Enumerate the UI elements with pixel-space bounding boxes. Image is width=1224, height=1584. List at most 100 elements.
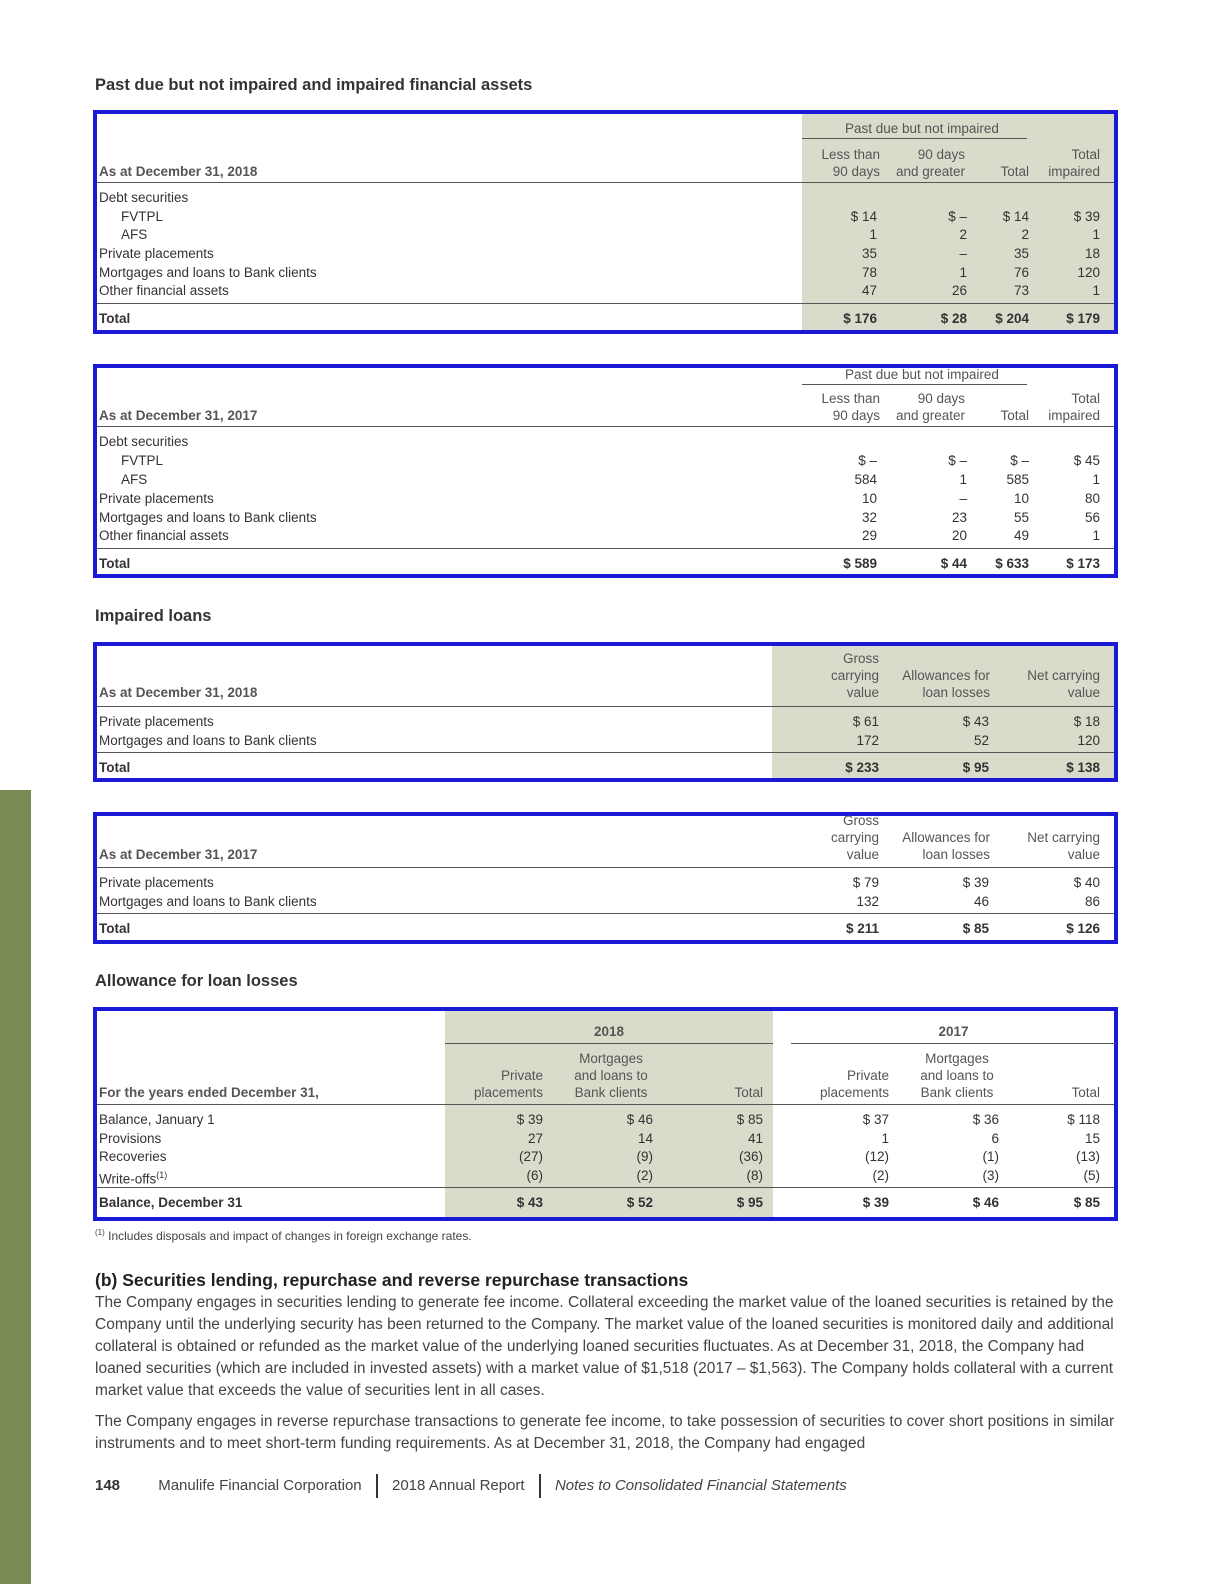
header-rule (97, 182, 1114, 183)
val: (27) (518, 1149, 543, 1164)
val: 132 (856, 894, 879, 909)
val: 172 (856, 733, 879, 748)
val: (2) (872, 1168, 890, 1183)
section-title-past-due: Past due but not impaired and impaired f… (95, 76, 533, 94)
val: – (959, 491, 967, 506)
val: 15 (1084, 1131, 1100, 1146)
securities-paragraph-2: The Company engages in reverse repurchas… (95, 1413, 1115, 1452)
val: 78 (861, 265, 877, 280)
current-year-shading (802, 114, 1114, 330)
year-2017-underline (791, 1043, 1116, 1044)
val: 41 (747, 1131, 763, 1146)
val-total: $ 46 (972, 1195, 999, 1210)
col-gross-l3: value (846, 685, 879, 700)
footer-divider (538, 1474, 541, 1498)
val: $ – (948, 209, 967, 224)
val-total: $ 44 (940, 556, 967, 571)
side-color-strip (0, 790, 31, 1584)
val: 2 (1021, 227, 1029, 242)
val: (6) (526, 1168, 544, 1183)
row-label-afs: AFS (121, 472, 148, 487)
col-total: Total (734, 1085, 763, 1100)
col-90plus-l2: and greater (895, 164, 965, 179)
val: 76 (1013, 265, 1029, 280)
securities-paragraph-1: The Company engages in securities lendin… (95, 1294, 1114, 1399)
group-header: Past due but not impaired (845, 367, 999, 382)
col-less90-l2: 90 days (832, 164, 880, 179)
row-label-private: Private placements (99, 714, 214, 729)
col-total: Total (1000, 164, 1029, 179)
col-90plus-l1: 90 days (917, 147, 965, 162)
val: (36) (738, 1149, 763, 1164)
val: 1 (1092, 283, 1100, 298)
row-label-balance-dec: Balance, December 31 (99, 1195, 243, 1210)
current-year-shading (445, 1011, 773, 1217)
val: $ 45 (1073, 453, 1100, 468)
row-label-other: Other financial assets (99, 528, 229, 543)
val-total: $ 39 (862, 1195, 889, 1210)
val-total: $ 52 (626, 1195, 653, 1210)
page-number: 148 (95, 1476, 121, 1494)
col-mortgages-l2: and loans to (920, 1068, 994, 1083)
footer-report: 2018 Annual Report (391, 1476, 525, 1494)
years-ended-label: For the years ended December 31, (99, 1085, 319, 1100)
col-mortgages-l1: Mortgages (925, 1051, 989, 1066)
col-90plus-l2: and greater (895, 408, 965, 423)
val: 120 (1077, 265, 1100, 280)
row-label-mortgages: Mortgages and loans to Bank clients (99, 265, 317, 280)
col-private-l1: Private (846, 1068, 889, 1083)
val: $ – (1010, 453, 1029, 468)
footnote-text: Includes disposals and impact of changes… (108, 1229, 472, 1243)
col-impaired-l1: Total (1071, 147, 1100, 162)
val: (3) (982, 1168, 1000, 1183)
col-less90-l2: 90 days (832, 408, 880, 423)
row-label-balance-jan: Balance, January 1 (99, 1112, 215, 1127)
val: $ 36 (972, 1112, 999, 1127)
val: $ 79 (852, 875, 879, 890)
col-net-l1: Net carrying (1027, 668, 1100, 683)
current-year-shading (772, 646, 1114, 778)
val: 10 (1013, 491, 1029, 506)
val: 1 (959, 265, 967, 280)
val: 23 (951, 510, 967, 525)
group-header: Past due but not impaired (845, 121, 999, 136)
section-title-impaired-loans: Impaired loans (95, 607, 212, 625)
row-label-private: Private placements (99, 491, 214, 506)
row-label-mortgages: Mortgages and loans to Bank clients (99, 733, 317, 748)
col-90plus-l1: 90 days (917, 391, 965, 406)
val: 1 (881, 1131, 889, 1146)
row-label-writeoffs: Write-offs(1) (99, 1167, 167, 1188)
val-total: $ 138 (1066, 760, 1100, 775)
footer-company: Manulife Financial Corporation (158, 1476, 362, 1494)
col-allow-l2: loan losses (922, 847, 990, 862)
total-rule (97, 1187, 1114, 1188)
val: $ 46 (626, 1112, 653, 1127)
val-total: $ 204 (995, 311, 1029, 326)
val: (12) (864, 1149, 889, 1164)
col-private-l1: Private (500, 1068, 543, 1083)
securities-heading: (b) Securities lending, repurchase and r… (95, 1270, 689, 1290)
total-rule (97, 548, 1114, 549)
col-mortgages-l3: Bank clients (920, 1085, 994, 1100)
val: 55 (1013, 510, 1029, 525)
header-rule (97, 867, 1114, 868)
row-label-other: Other financial assets (99, 283, 229, 298)
total-rule (97, 913, 1114, 914)
as-at-label: As at December 31, 2017 (99, 408, 258, 423)
val: 14 (637, 1131, 653, 1146)
val: 80 (1084, 491, 1100, 506)
col-gross-l3: value (846, 847, 879, 862)
val: $ – (948, 453, 967, 468)
col-mortgages-l2: and loans to (574, 1068, 648, 1083)
impaired-loans-table-2017: Gross carrying value Allowances for loan… (93, 812, 1118, 944)
row-label-debt: Debt securities (99, 190, 189, 205)
col-allow-l2: loan losses (922, 685, 990, 700)
footnote-marker: (1) (95, 1228, 105, 1237)
val: 29 (861, 528, 877, 543)
footer-section: Notes to Consolidated Financial Statemen… (554, 1476, 847, 1494)
col-net-l2: value (1067, 847, 1100, 862)
val: $ 118 (1067, 1112, 1100, 1127)
as-at-label: As at December 31, 2017 (99, 847, 258, 862)
val: 584 (854, 472, 877, 487)
val: 46 (973, 894, 989, 909)
